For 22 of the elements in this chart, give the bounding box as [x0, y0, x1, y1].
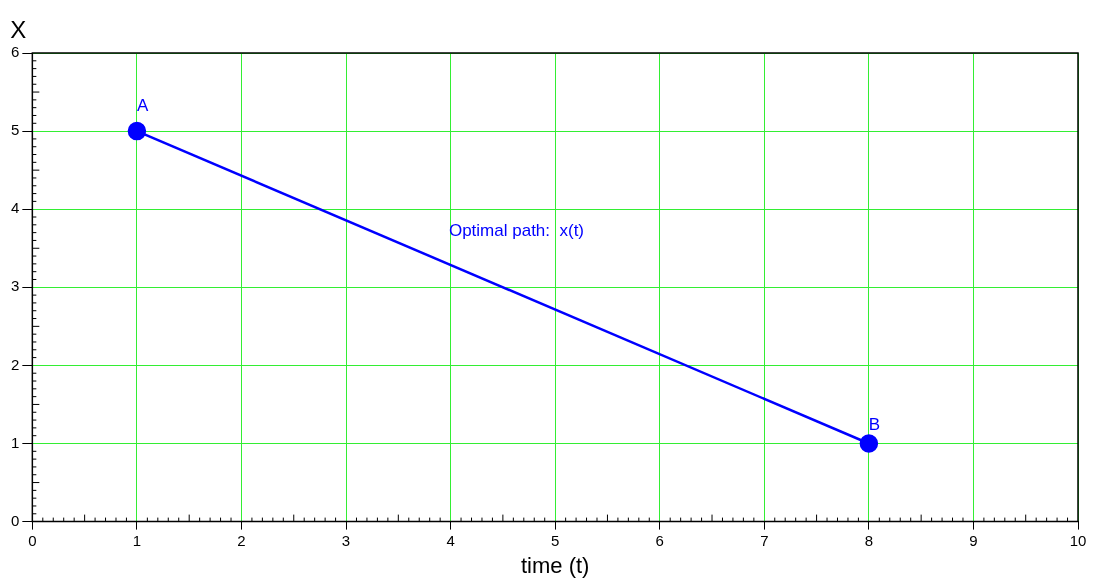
y-tick-label: 2 — [11, 355, 20, 373]
x-axis-title: time (t) — [520, 552, 590, 578]
annotation: A — [136, 96, 149, 116]
x-tick-label: 1 — [132, 531, 142, 549]
x-tick-label: 3 — [341, 531, 351, 549]
x-tick-label: 4 — [446, 531, 455, 549]
annotation: B — [868, 414, 881, 434]
x-tick-label: 10 — [1069, 531, 1087, 549]
x-tick-label: 0 — [28, 531, 37, 549]
y-axis-title: X — [10, 15, 27, 43]
y-tick-label: 5 — [11, 121, 20, 139]
y-tick-label: 0 — [11, 511, 20, 529]
x-tick-label: 7 — [760, 531, 769, 549]
y-tick-label: 1 — [11, 433, 20, 451]
x-tick-label: 6 — [655, 531, 664, 549]
x-tick-label: 5 — [551, 531, 560, 549]
x-tick-label: 9 — [969, 531, 978, 549]
y-tick-label: 6 — [11, 43, 20, 61]
y-tick-label: 3 — [11, 277, 20, 295]
x-tick-label: 8 — [864, 531, 874, 549]
y-tick-label: 4 — [11, 199, 20, 217]
x-tick-label: 2 — [237, 531, 246, 549]
